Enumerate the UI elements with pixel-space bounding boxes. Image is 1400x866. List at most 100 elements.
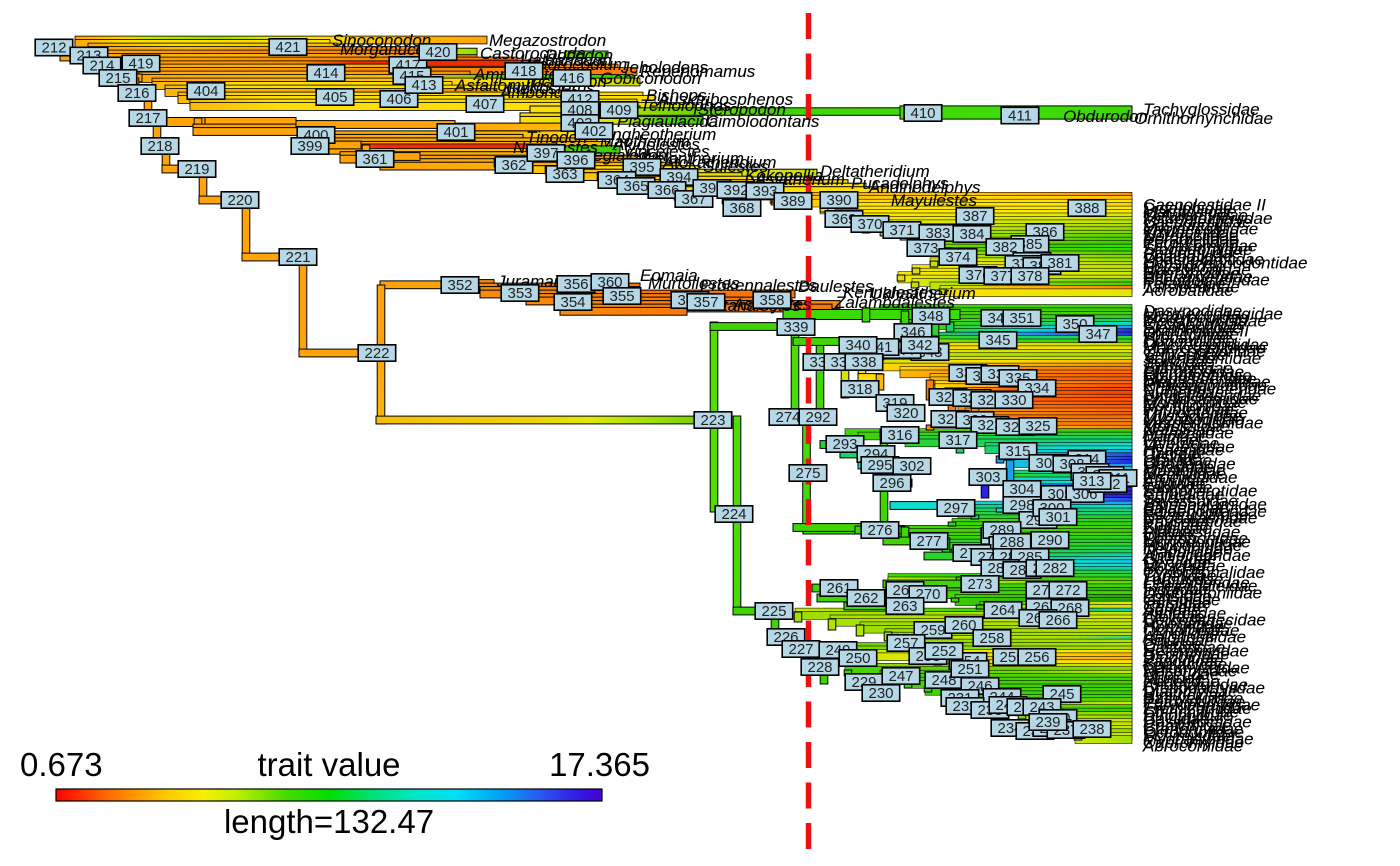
svg-text:Soricidae: Soricidae xyxy=(1143,352,1214,371)
svg-text:Castorocauda: Castorocauda xyxy=(480,44,586,63)
svg-text:Octodontidae: Octodontidae xyxy=(1143,723,1244,742)
svg-text:Ctenomyidae: Ctenomyidae xyxy=(1143,720,1243,739)
svg-text:Iniidae: Iniidae xyxy=(1143,526,1193,545)
svg-text:Talpidae: Talpidae xyxy=(1143,356,1207,375)
svg-text:369: 369 xyxy=(831,211,856,228)
svg-text:Gliridae: Gliridae xyxy=(1143,635,1202,654)
svg-text:Zhangheotherium: Zhangheotherium xyxy=(582,125,716,144)
svg-text:317: 317 xyxy=(945,432,970,449)
svg-text:Manidae: Manidae xyxy=(1143,427,1208,446)
svg-text:224: 224 xyxy=(721,506,746,523)
svg-text:Murtoilestes: Murtoilestes xyxy=(648,274,740,293)
svg-text:353: 353 xyxy=(507,285,532,302)
svg-text:Didelphidae: Didelphidae xyxy=(1143,199,1233,218)
svg-text:0.673: 0.673 xyxy=(20,746,103,783)
svg-text:272: 272 xyxy=(1055,582,1080,599)
svg-text:313: 313 xyxy=(1079,473,1104,490)
svg-text:Calomyscidae: Calomyscidae xyxy=(1143,658,1250,677)
svg-text:215: 215 xyxy=(105,70,130,87)
svg-text:Indriidae: Indriidae xyxy=(1143,580,1208,599)
svg-text:392: 392 xyxy=(723,182,748,199)
svg-text:212: 212 xyxy=(41,40,66,57)
svg-text:Hipposideridae: Hipposideridae xyxy=(1143,369,1256,388)
svg-text:Cynocephalidae: Cynocephalidae xyxy=(1143,563,1265,582)
svg-text:404: 404 xyxy=(193,83,218,100)
svg-text:Tapiridae: Tapiridae xyxy=(1143,478,1212,497)
svg-text:Moschidae: Moschidae xyxy=(1143,556,1225,575)
svg-text:247: 247 xyxy=(888,668,913,685)
svg-text:370: 370 xyxy=(857,216,882,233)
svg-text:Chinchillidae: Chinchillidae xyxy=(1143,703,1239,722)
svg-text:Cricetidae: Cricetidae xyxy=(1143,665,1220,684)
svg-text:301: 301 xyxy=(1045,509,1070,526)
svg-text:Otariidae: Otariidae xyxy=(1143,451,1212,470)
svg-text:Megazostrodon: Megazostrodon xyxy=(489,31,606,50)
svg-text:Rhinolophidae: Rhinolophidae xyxy=(1143,366,1252,385)
svg-text:Myzopodidae: Myzopodidae xyxy=(1143,410,1244,429)
svg-text:Myrmecobiidae: Myrmecobiidae xyxy=(1143,219,1258,238)
svg-text:17.365: 17.365 xyxy=(549,746,650,783)
svg-text:Kennalestes: Kennalestes xyxy=(843,283,937,302)
svg-text:Caenolestidae II: Caenolestidae II xyxy=(1143,196,1266,215)
svg-text:Craseonycteridae: Craseonycteridae xyxy=(1143,380,1276,399)
svg-text:Pontoporiidae: Pontoporiidae xyxy=(1143,529,1248,548)
svg-text:Asfaltomylos: Asfaltomylos xyxy=(454,76,552,95)
svg-text:420: 420 xyxy=(425,44,450,61)
svg-text:Chrysochloridae: Chrysochloridae xyxy=(1143,342,1266,361)
svg-text:Monodontidae: Monodontidae xyxy=(1143,533,1251,552)
svg-text:Kokopellia: Kokopellia xyxy=(745,166,823,185)
svg-text:250: 250 xyxy=(845,650,870,667)
svg-text:230: 230 xyxy=(868,685,893,702)
svg-text:Ailuridae: Ailuridae xyxy=(1142,471,1209,490)
svg-text:223: 223 xyxy=(700,412,725,429)
svg-text:388: 388 xyxy=(1074,200,1099,217)
svg-text:407: 407 xyxy=(472,96,497,113)
svg-text:Leporidae: Leporidae xyxy=(1143,624,1219,643)
svg-text:Erinaceidae: Erinaceidae xyxy=(1143,359,1233,378)
svg-text:Hypsiprymnodontidae: Hypsiprymnodontidae xyxy=(1143,254,1307,273)
svg-text:Elephantidae: Elephantidae xyxy=(1143,318,1242,337)
svg-text:225: 225 xyxy=(761,603,786,620)
svg-text:399: 399 xyxy=(297,138,322,155)
svg-text:248: 248 xyxy=(931,672,956,689)
svg-text:256: 256 xyxy=(1024,649,1049,666)
svg-text:Tragulidae: Tragulidae xyxy=(1143,543,1222,562)
svg-text:Natalidae: Natalidae xyxy=(1143,420,1215,439)
svg-text:length=132.47: length=132.47 xyxy=(224,803,434,840)
svg-text:Microbiotheriidae: Microbiotheriidae xyxy=(1143,209,1272,228)
svg-text:Maotherium: Maotherium xyxy=(600,132,690,151)
svg-text:Echimyidae: Echimyidae xyxy=(1143,726,1231,745)
svg-text:368: 368 xyxy=(729,200,754,217)
svg-text:Bovidae: Bovidae xyxy=(1143,560,1204,579)
svg-text:Solenodontidae: Solenodontidae xyxy=(1143,349,1261,368)
svg-text:Mustelidae: Mustelidae xyxy=(1143,461,1225,480)
svg-text:288: 288 xyxy=(999,534,1024,551)
svg-text:Cyclopedidae: Cyclopedidae xyxy=(1143,315,1246,334)
svg-text:Tachyglossidae: Tachyglossidae xyxy=(1143,100,1260,119)
svg-text:Ursidae: Ursidae xyxy=(1143,448,1202,467)
svg-text:339: 339 xyxy=(783,319,808,336)
svg-text:216: 216 xyxy=(124,85,149,102)
svg-text:Balaenidae: Balaenidae xyxy=(1143,499,1228,518)
svg-text:304: 304 xyxy=(1009,481,1034,498)
svg-text:275: 275 xyxy=(795,465,820,482)
svg-text:Capromyidae: Capromyidae xyxy=(1143,733,1244,752)
svg-text:Ornithorhynchidae: Ornithorhynchidae xyxy=(1134,109,1273,128)
svg-text:Tenrecidae: Tenrecidae xyxy=(1143,346,1227,365)
svg-text:405: 405 xyxy=(322,89,347,106)
svg-text:Sciuridae: Sciuridae xyxy=(1143,631,1214,650)
svg-text:Anomaluridae: Anomaluridae xyxy=(1142,675,1248,694)
svg-text:Atokatheridium: Atokatheridium xyxy=(662,153,776,172)
svg-text:Physeteridae: Physeteridae xyxy=(1143,512,1242,531)
svg-text:Dugongidae II: Dugongidae II xyxy=(1143,322,1249,341)
svg-text:Abrocomidae: Abrocomidae xyxy=(1142,737,1243,756)
svg-text:Ctenodactylidae: Ctenodactylidae xyxy=(1143,679,1265,698)
svg-text:Phocidae: Phocidae xyxy=(1143,458,1214,477)
svg-text:Delphinidae: Delphinidae xyxy=(1143,539,1233,558)
svg-text:Caluromyidae: Caluromyidae xyxy=(1143,206,1248,225)
svg-text:Plagiaulacida: Plagiaulacida xyxy=(617,112,718,131)
svg-text:Dasyproctidae: Dasyproctidae xyxy=(1143,713,1252,732)
svg-text:421: 421 xyxy=(275,39,300,56)
svg-text:Obdurodon: Obdurodon xyxy=(1063,107,1148,126)
svg-text:Platanistidae: Platanistidae xyxy=(1143,522,1240,541)
